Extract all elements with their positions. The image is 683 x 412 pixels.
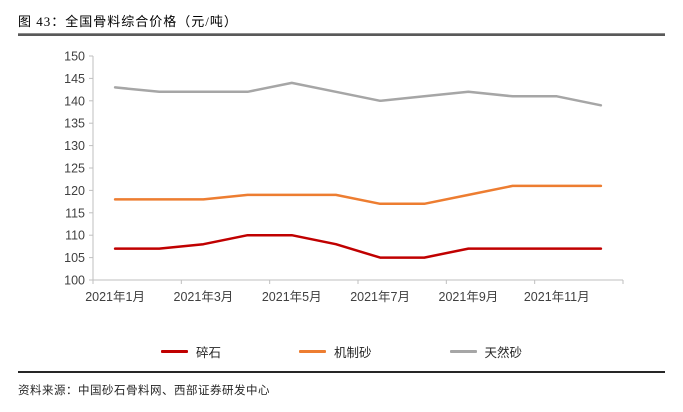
y-tick-label: 150 — [64, 50, 85, 64]
series-line-碎石 — [113, 233, 603, 259]
x-tick-label: 2021年3月 — [174, 290, 234, 304]
legend-item-天然砂: 天然砂 — [449, 342, 523, 361]
y-tick-label: 145 — [64, 72, 85, 86]
chart-canvas: 100 105 110 115 120 125 130 135 140 145 150 2021年1月… — [64, 50, 624, 304]
y-tick-label: 115 — [65, 206, 85, 220]
top-divider — [18, 33, 665, 36]
source-note: 资料来源：中国砂石骨料网、西部证券研发中心 — [18, 385, 270, 397]
y-tick-label: 100 — [64, 274, 85, 288]
legend-line-marker — [449, 349, 477, 353]
legend-line-marker — [160, 349, 188, 353]
legend-item-机制砂: 机制砂 — [298, 342, 372, 361]
legend-label: 碎石 — [195, 345, 221, 360]
aggregate-price-line-chart: 100 105 110 115 120 125 130 135 140 145 150 2021年1月… — [0, 45, 683, 310]
legend-label: 天然砂 — [484, 345, 523, 360]
x-tick-label: 2021年11月 — [524, 290, 590, 304]
legend-label: 机制砂 — [333, 345, 372, 360]
series-line-天然砂 — [113, 81, 603, 107]
x-tick-label: 2021年9月 — [439, 290, 499, 304]
legend-item-碎石: 碎石 — [160, 342, 221, 361]
x-tick-label: 2021年7月 — [350, 290, 410, 304]
bottom-divider — [18, 371, 665, 373]
chart-legend: 碎石 机制砂 天然砂 — [0, 341, 683, 361]
y-tick-label: 130 — [64, 139, 85, 153]
series-line-机制砂 — [113, 184, 603, 206]
y-tick-label: 125 — [64, 162, 85, 176]
y-tick-label: 105 — [64, 251, 85, 265]
y-tick-label: 140 — [64, 94, 85, 108]
x-tick-label: 2021年5月 — [262, 290, 322, 304]
legend-line-marker — [298, 349, 326, 353]
y-tick-label: 135 — [64, 117, 85, 131]
x-tick-label: 2021年1月 — [85, 290, 145, 304]
y-tick-label: 110 — [65, 229, 85, 243]
y-tick-label: 120 — [64, 184, 85, 198]
figure-title: 图 43：全国骨料综合价格（元/吨） — [18, 14, 238, 29]
